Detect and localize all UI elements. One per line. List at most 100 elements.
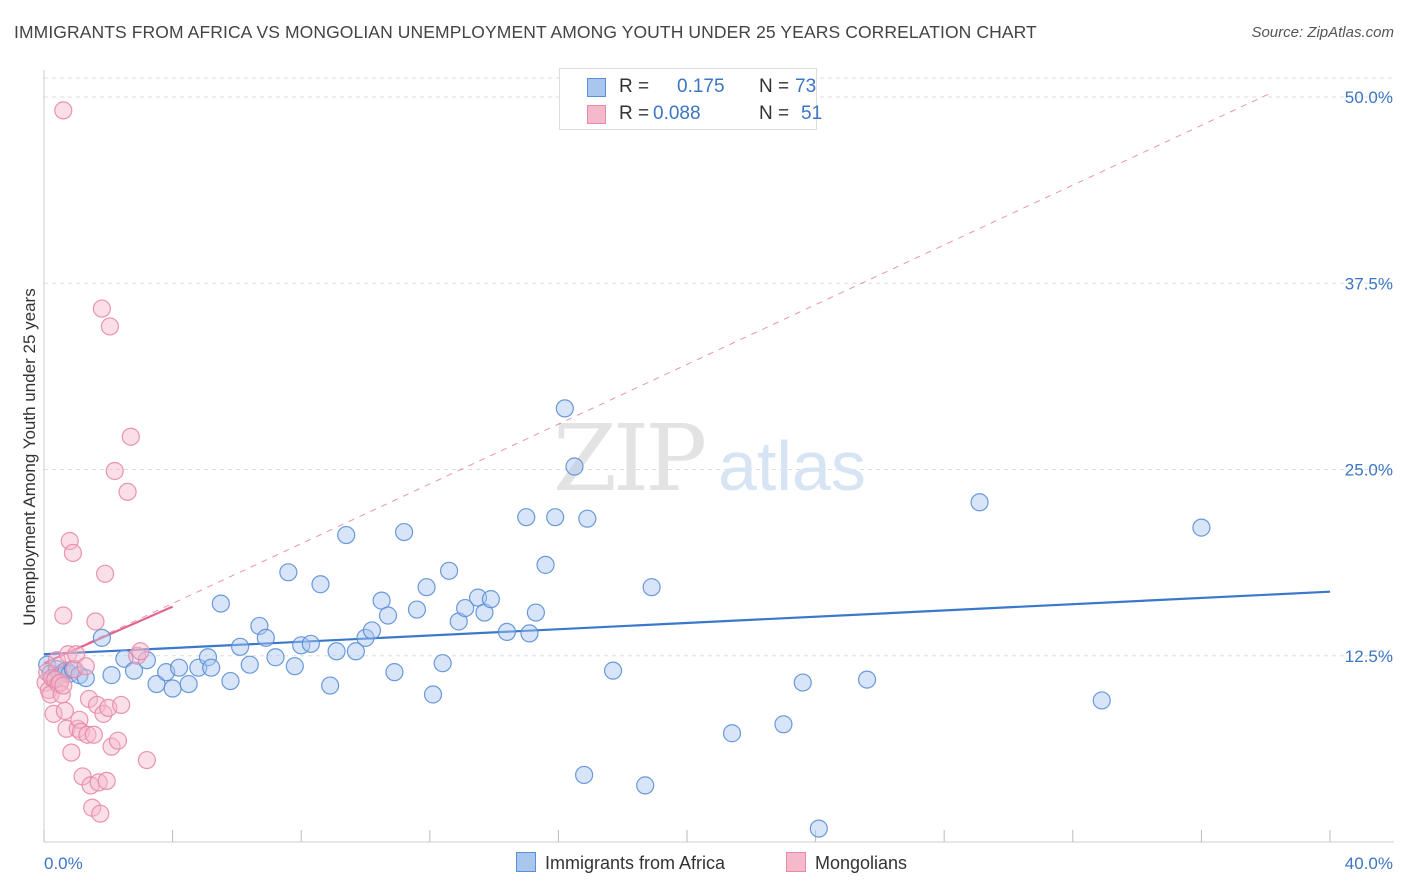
data-point-blue — [163, 679, 182, 698]
data-point-blue — [137, 651, 156, 670]
watermark-zip: ZIP — [553, 405, 704, 512]
data-point-pink — [108, 731, 128, 750]
data-point-blue — [423, 685, 443, 704]
data-point-blue — [603, 661, 623, 680]
data-point-pink — [63, 543, 83, 563]
data-point-blue — [774, 715, 793, 734]
data-point-pink — [55, 701, 74, 720]
data-point-pink — [95, 564, 115, 583]
trend-line-pink — [43, 605, 174, 665]
data-point-pink — [92, 299, 111, 318]
data-point-pink — [78, 725, 97, 744]
data-point-blue — [337, 525, 356, 545]
data-point-pink — [62, 743, 81, 762]
data-point-blue — [256, 628, 275, 647]
data-point-pink — [100, 317, 120, 336]
label-layer: 12.5% 25.0% 37.5% 50.0% 0.0% 40.0% Unemploymen… — [20, 88, 1393, 873]
chart-title: IMMIGRANTS FROM AFRICA VS MONGOLIAN UNEM… — [14, 22, 1037, 42]
data-point-blue — [517, 508, 536, 527]
data-point-pink — [121, 427, 140, 446]
data-point-blue — [575, 765, 594, 785]
data-point-pink — [54, 676, 73, 695]
data-point-pink — [112, 695, 131, 715]
data-point-blue — [321, 676, 340, 695]
data-point-pink — [65, 660, 84, 679]
data-point-blue — [202, 658, 221, 677]
data-point-blue — [301, 634, 320, 653]
legend-n-label-mongolians: N = — [759, 103, 790, 124]
data-point-blue — [385, 663, 404, 682]
legend-n-value-mongolians: 51 — [801, 103, 823, 124]
legend-r-label-africa: R = — [619, 76, 650, 97]
grid-layer — [44, 77, 1394, 657]
data-point-blue — [793, 673, 812, 692]
data-point-blue — [378, 606, 398, 625]
data-point-blue — [356, 628, 375, 647]
data-point-blue — [809, 819, 828, 838]
data-point-pink — [44, 704, 63, 723]
trend-line-blue — [43, 590, 1331, 656]
data-point-blue — [179, 674, 198, 694]
y-tick-label: 25.0% — [1345, 461, 1393, 480]
legend-r-value-mongolians: 0.088 — [653, 103, 701, 124]
data-point-blue — [169, 658, 189, 677]
data-point-blue — [231, 637, 250, 656]
data-point-blue — [642, 578, 661, 597]
y-tick-label: 37.5% — [1345, 274, 1393, 293]
point-layer — [36, 101, 1211, 838]
data-point-blue — [546, 508, 565, 527]
data-point-blue — [578, 509, 597, 528]
data-point-blue — [92, 628, 111, 647]
data-point-blue — [240, 655, 259, 674]
data-point-pink — [91, 804, 110, 823]
data-point-blue — [1092, 691, 1111, 710]
data-point-blue — [394, 522, 414, 542]
axis-layer — [43, 70, 1394, 843]
data-point-blue — [198, 648, 218, 667]
data-point-blue — [636, 776, 655, 795]
data-point-blue — [433, 654, 452, 673]
legend-r-label-mongolians: R = — [619, 103, 650, 124]
data-point-pink — [105, 461, 124, 481]
legend-n-value-africa: 73 — [795, 76, 817, 97]
data-point-blue — [102, 666, 121, 685]
data-point-pink — [94, 704, 113, 723]
data-point-pink — [60, 531, 79, 551]
data-point-blue — [970, 493, 989, 512]
data-point-blue — [346, 642, 365, 661]
data-point-blue — [211, 594, 230, 613]
data-point-pink — [84, 725, 103, 744]
data-point-blue — [279, 563, 298, 582]
y-tick-label: 50.0% — [1345, 88, 1393, 107]
data-point-pink — [131, 642, 150, 661]
data-point-blue — [311, 575, 330, 594]
data-point-blue — [285, 657, 304, 676]
chart-source: Source: ZipAtlas.com — [1251, 24, 1394, 41]
data-point-blue — [536, 555, 555, 574]
data-point-pink — [86, 612, 105, 631]
bottom-legend-label-mongolians: Mongolians — [815, 853, 908, 873]
legend-swatch-mongolians — [587, 105, 606, 124]
x-tick-label-min: 0.0% — [44, 854, 83, 873]
data-point-pink — [97, 771, 116, 791]
bottom-legend-africa: Immigrants from Africa — [516, 852, 725, 874]
bottom-legend-swatch-mongolians — [786, 852, 806, 872]
bottom-legend-swatch-africa — [516, 852, 536, 872]
bottom-legend-mongolians: Mongolians — [786, 852, 907, 874]
data-point-blue — [526, 603, 545, 622]
data-point-pink — [67, 645, 86, 664]
bottom-legend-label-africa: Immigrants from Africa — [545, 853, 726, 873]
trend-layer — [43, 93, 1331, 665]
y-axis-label: Unemployment Among Youth under 25 years — [20, 288, 39, 625]
trend-line-extended-pink — [43, 93, 1270, 664]
data-point-pink — [137, 750, 156, 770]
data-point-blue — [565, 457, 584, 476]
correlation-legend: R = 0.175 N = 73 R = 0.088 N = 51 — [559, 68, 822, 130]
data-point-blue — [327, 642, 346, 661]
legend-swatch-africa — [587, 78, 606, 97]
data-point-blue — [1192, 518, 1211, 537]
data-point-pink — [54, 606, 73, 625]
data-point-blue — [221, 671, 240, 691]
data-point-blue — [362, 621, 382, 640]
